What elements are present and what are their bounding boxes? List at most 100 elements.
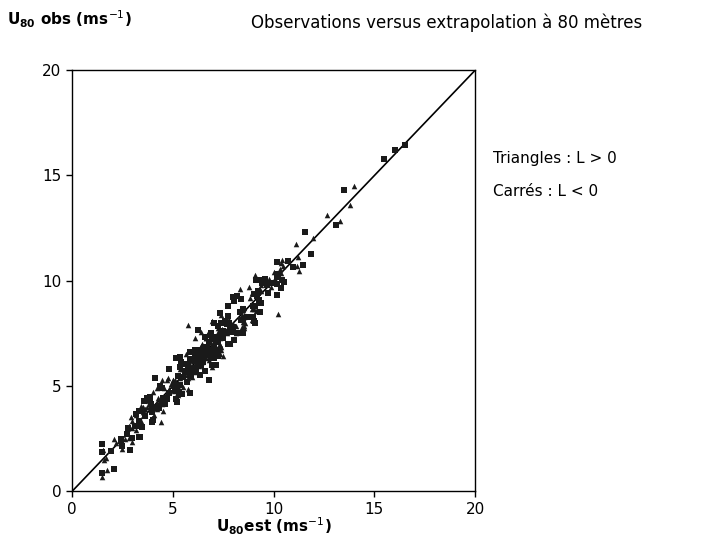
Point [220, 316, 231, 325]
Point [155, 418, 166, 427]
Point [173, 387, 184, 396]
Point [234, 308, 246, 317]
Point [133, 433, 145, 441]
Point [168, 382, 180, 391]
Point [199, 333, 210, 342]
Point [182, 384, 194, 393]
Point [163, 388, 175, 397]
Point [138, 397, 150, 406]
Point [119, 434, 130, 443]
Point [96, 448, 108, 457]
Point [189, 356, 200, 365]
Point [228, 295, 240, 303]
Point [228, 296, 240, 305]
Point [165, 380, 176, 388]
Point [243, 283, 255, 292]
Point [236, 310, 248, 319]
Point [271, 269, 283, 278]
Point [206, 334, 217, 343]
Point [206, 354, 217, 362]
Point [142, 394, 153, 402]
Point [186, 370, 197, 379]
Point [227, 322, 238, 331]
Point [222, 340, 233, 348]
Point [154, 382, 166, 390]
Point [192, 360, 203, 369]
Point [215, 310, 227, 319]
Point [202, 339, 214, 347]
Point [212, 352, 223, 360]
Point [214, 349, 225, 358]
Point [278, 277, 289, 286]
Point [149, 374, 161, 382]
Point [117, 441, 128, 450]
Point [248, 290, 260, 299]
Point [246, 316, 258, 325]
Point [156, 376, 168, 384]
Point [115, 436, 127, 444]
Point [126, 434, 138, 442]
Point [151, 397, 163, 406]
Point [96, 440, 108, 448]
Text: U$_{\mathbf{80}}$est (ms$^{-1}$): U$_{\mathbf{80}}$est (ms$^{-1}$) [216, 516, 331, 537]
Point [158, 393, 169, 402]
Point [203, 355, 215, 364]
Point [275, 284, 287, 293]
Point [275, 268, 287, 277]
Point [256, 286, 267, 295]
Point [274, 265, 286, 273]
Point [182, 360, 194, 369]
Point [252, 289, 264, 298]
Point [183, 367, 194, 375]
Point [210, 361, 222, 369]
Point [259, 275, 271, 284]
Point [338, 186, 349, 194]
Point [181, 371, 192, 380]
Point [225, 339, 236, 348]
Point [188, 356, 199, 365]
Point [177, 373, 189, 381]
Point [108, 464, 120, 473]
Point [197, 349, 209, 358]
Point [130, 426, 142, 434]
Point [238, 303, 250, 312]
Point [106, 447, 117, 455]
Point [203, 375, 215, 384]
Point [287, 263, 299, 272]
Point [215, 332, 227, 341]
Point [156, 399, 168, 408]
Point [133, 407, 145, 415]
Point [169, 375, 181, 384]
Point [216, 325, 228, 333]
Point [173, 384, 184, 393]
Point [271, 280, 283, 289]
Point [210, 337, 222, 346]
Point [227, 328, 238, 336]
Point [170, 354, 181, 362]
Point [189, 367, 201, 376]
Point [217, 352, 229, 360]
Point [208, 348, 220, 357]
Point [272, 270, 284, 279]
Point [176, 390, 188, 399]
Point [171, 386, 182, 394]
Point [179, 367, 191, 375]
Point [214, 340, 225, 349]
Point [184, 348, 196, 356]
Point [96, 469, 108, 478]
Point [116, 444, 127, 453]
Point [178, 382, 189, 391]
Point [133, 417, 145, 426]
Point [235, 316, 246, 325]
Point [181, 367, 192, 376]
Point [203, 350, 215, 359]
Point [181, 377, 192, 386]
Point [170, 395, 181, 403]
Point [201, 334, 212, 343]
Point [230, 328, 241, 337]
Point [126, 438, 138, 447]
Point [194, 361, 205, 370]
Point [159, 400, 171, 409]
Point [239, 313, 251, 321]
Point [174, 353, 186, 362]
